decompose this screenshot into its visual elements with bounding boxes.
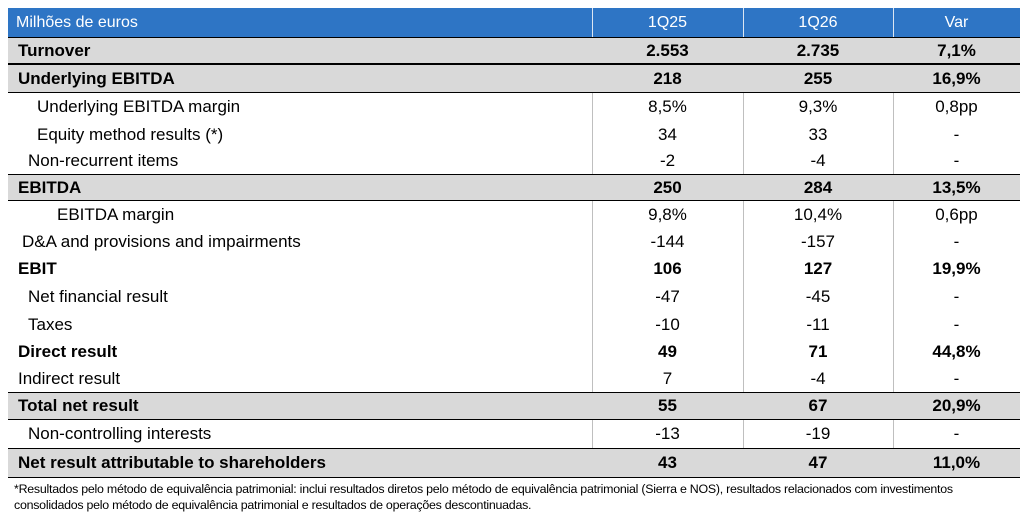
table-header: Milhões de euros 1Q25 1Q26 Var [8,8,1020,37]
row-value: - [953,424,960,443]
row-value: -19 [805,424,831,443]
row-value: 255 [803,68,833,88]
table-row: Non-controlling interests -13 -19 - [8,420,1020,448]
row-label: Underlying EBITDA [18,68,175,88]
row-value: 16,9% [932,68,981,88]
row-label: D&A and provisions and impairments [22,231,301,251]
row-value: 55 [658,396,677,415]
row-value: -13 [655,424,680,443]
row-value: - [953,287,960,306]
row-value: 44,8% [932,341,981,361]
row-value: 218 [653,68,682,88]
row-label: EBIT [18,259,57,278]
header-separator [743,8,744,37]
header-column: 1Q26 [798,14,838,31]
row-value: 33 [808,124,828,144]
row-label: Indirect result [18,368,121,388]
row-value: 47 [808,453,828,472]
column-separator [743,37,744,478]
row-value: 10,4% [793,204,843,224]
row-value: 67 [808,396,828,415]
row-value: - [953,368,960,388]
footnote: *Resultados pelo método de equivalência … [14,482,953,512]
row-value: 284 [803,177,833,197]
table-row: Direct result 49 71 44,8% [8,338,1020,365]
row-value: 9,3% [798,97,838,116]
row-value: -144 [650,231,685,251]
row-value: 0,8pp [935,97,978,116]
row-value: - [953,231,960,251]
row-value: 13,5% [932,177,981,197]
table-row: D&A and provisions and impairments -144 -1… [8,228,1020,255]
row-value: 43 [658,453,677,472]
row-value: -4 [810,151,826,170]
row-value: 8,5% [648,97,687,116]
row-value: 49 [658,341,677,361]
table-row: Underlying EBITDA 218 255 16,9% [8,64,1020,93]
row-value: 20,9% [932,396,981,415]
row-value: 9,8% [648,204,687,224]
row-label: Non-recurrent items [28,151,179,170]
row-label: Underlying EBITDA margin [37,97,241,116]
row-label: Total net result [18,396,139,415]
table-row: Equity method results (*) 34 33 - [8,121,1020,148]
row-value: -4 [810,368,826,388]
table-row: Total net result 55 67 20,9% [8,392,1020,420]
row-value: -157 [800,231,836,251]
row-label: Non-controlling interests [28,424,212,443]
table-row: EBITDA margin 9,8% 10,4% 0,6pp [8,201,1020,228]
header-column: Var [944,14,969,31]
row-value: -2 [659,151,676,170]
header-column: 1Q25 [647,14,688,31]
row-value: 106 [653,259,682,278]
table-row: Underlying EBITDA margin 8,5% 9,3% 0,8pp [8,93,1020,121]
table-row: Non-recurrent items -2 -4 - [8,148,1020,174]
row-label: Net financial result [28,287,168,306]
row-value: - [953,314,960,334]
row-label: Turnover [18,40,91,60]
row-label: Taxes [28,314,73,334]
row-value: -10 [655,314,680,334]
row-label: Net result attributable to shareholders [18,453,326,472]
row-value: 2.553 [646,40,689,60]
row-label: EBITDA [18,177,82,197]
row-value: 7 [662,368,673,388]
row-label: Equity method results (*) [37,124,224,144]
row-value: 19,9% [932,259,981,278]
row-value: -11 [806,314,830,334]
table-row: Net financial result -47 -45 - [8,283,1020,311]
row-value: 34 [658,124,677,144]
table-row: Turnover 2.553 2.735 7,1% [8,37,1020,64]
row-value: 71 [808,341,828,361]
header-label: Milhões de euros [16,14,138,31]
table-row: EBIT 106 127 19,9% [8,255,1020,283]
row-value: 0,6pp [935,204,978,224]
row-value: 2.735 [796,40,840,60]
row-value: 11,0% [932,453,981,472]
row-value: -47 [655,287,680,306]
row-value: 7,1% [937,40,976,60]
row-label: Direct result [18,341,118,361]
header-separator [893,8,894,37]
column-separator [893,37,894,478]
row-value: -45 [805,287,831,306]
row-value: 250 [653,177,682,197]
table-row: Indirect result 7 -4 - [8,365,1020,392]
row-value: - [953,151,960,170]
table-row: Net result attributable to shareholders 4… [8,448,1020,478]
header-separator [592,8,593,37]
table-row: Taxes -10 -11 - [8,311,1020,338]
table-row: EBITDA 250 284 13,5% [8,174,1020,201]
row-value: - [953,124,960,144]
row-label: EBITDA margin [57,204,175,224]
row-value: 127 [803,259,833,278]
column-separator [592,37,593,478]
